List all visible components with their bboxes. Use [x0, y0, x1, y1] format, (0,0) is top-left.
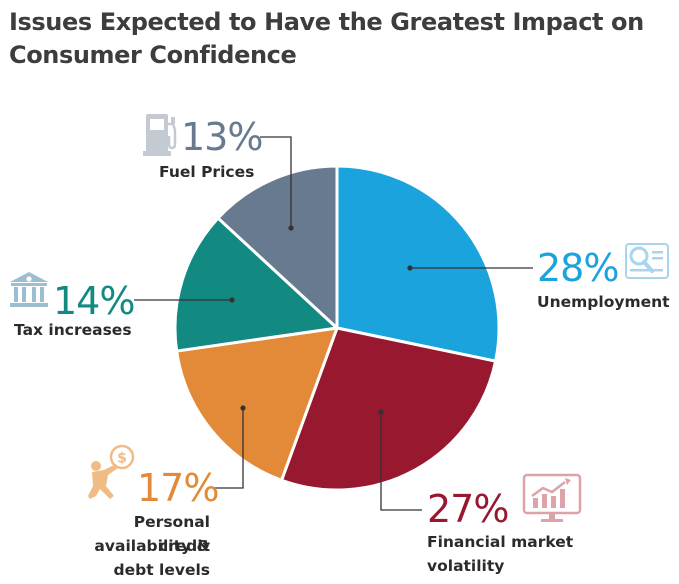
pie-slice-tax-increases [173, 216, 339, 353]
leader-line-fuel-prices [260, 136, 292, 228]
slice-label-tax-increases: Tax increases [14, 321, 132, 339]
pie-slices [173, 164, 501, 492]
slice-label-financial-market-volatility-line-1: Financial market [427, 533, 574, 551]
value-label-fuel-prices: 13% [181, 115, 263, 159]
leader-lines [134, 136, 533, 511]
slice-label-personal-credit-line-2: availability & [94, 537, 210, 555]
value-label-personal-credit: 17% [137, 466, 219, 510]
leader-dot-tax-increases [229, 297, 235, 303]
magnifier-document-icon [625, 243, 669, 279]
monitor-chart-icon [522, 473, 582, 522]
value-label-unemployment: 28% [537, 246, 619, 290]
leader-dot-personal-credit [240, 405, 246, 411]
leader-dot-financial-market-volatility [378, 409, 384, 415]
fuel-pump-icon [143, 114, 177, 156]
slice-label-fuel-prices: Fuel Prices [159, 163, 255, 181]
pie-slice-financial-market-volatility [280, 326, 498, 492]
pie-slice-fuel-prices [216, 164, 339, 330]
person-pushing-coin-icon: $ [88, 444, 135, 499]
leader-dot-unemployment [407, 265, 413, 271]
slice-label-personal-credit-line-1: Personal credit [133, 513, 210, 555]
slice-label-personal-credit-line-3: debt levels [113, 561, 211, 579]
leader-line-financial-market-volatility [380, 412, 422, 511]
value-label-tax-increases: 14% [53, 279, 135, 323]
chart-title-line-2: Consumer Confidence [9, 41, 297, 69]
bank-building-icon [10, 272, 48, 307]
slice-label-financial-market-volatility-line-2: volatility [427, 557, 505, 575]
value-label-financial-market-volatility: 27% [427, 487, 509, 531]
slice-label-unemployment: Unemployment [537, 293, 670, 311]
chart-title: Issues Expected to Have the Greatest Imp… [9, 6, 669, 72]
svg-text:$: $ [117, 451, 127, 467]
chart-title-line-1: Issues Expected to Have the Greatest Imp… [9, 8, 644, 36]
leader-dot-fuel-prices [288, 225, 294, 231]
pie-slice-personal-credit-availability-debt-levels [175, 326, 339, 482]
leader-line-personal-credit [214, 408, 244, 489]
pie-slice-unemployment [335, 164, 501, 363]
